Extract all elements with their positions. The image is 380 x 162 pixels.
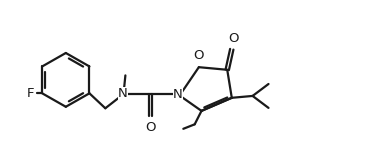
Text: O: O (193, 49, 203, 62)
Text: N: N (173, 88, 183, 101)
Text: N: N (118, 87, 128, 100)
Text: F: F (26, 87, 34, 100)
Text: O: O (228, 32, 239, 45)
Text: O: O (146, 121, 156, 134)
